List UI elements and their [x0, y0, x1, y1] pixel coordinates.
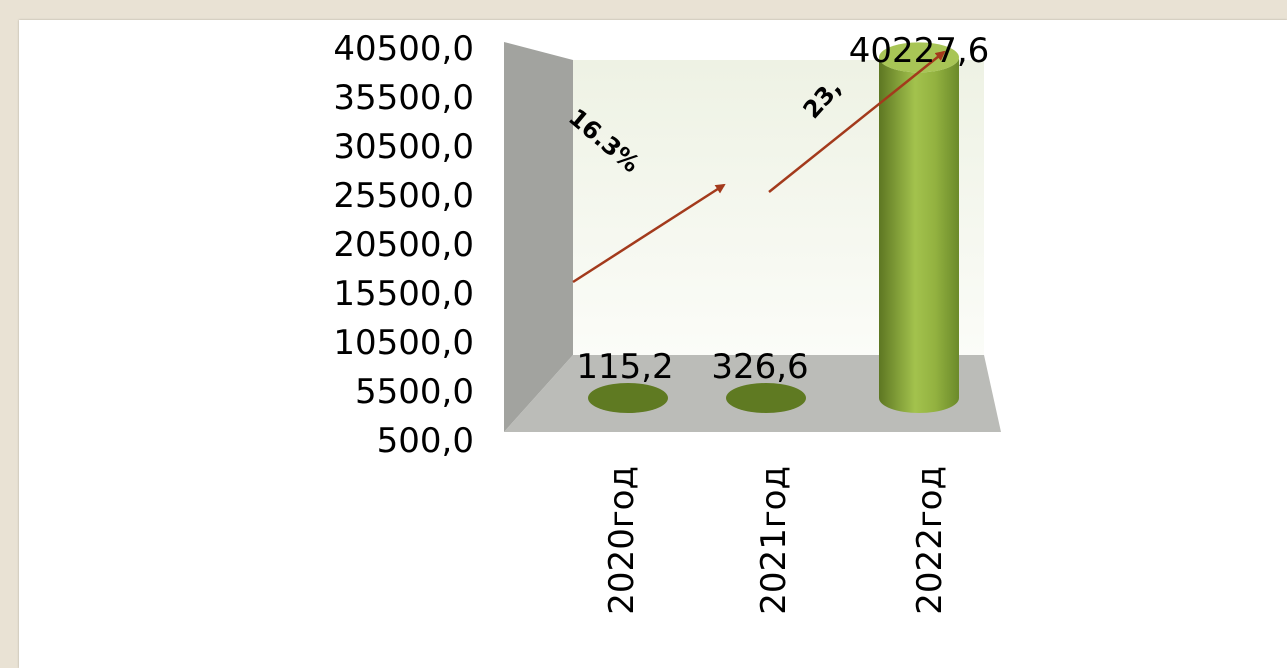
y-tick-label: 5500,0	[355, 372, 474, 412]
bar-2022год	[879, 42, 959, 414]
bar-2020год	[588, 383, 668, 413]
category-label: 2020год	[602, 466, 642, 615]
x-axis-categories: 2020год 2021год 2022год	[602, 466, 950, 615]
data-label: 326,6	[711, 347, 808, 387]
data-label: 115,2	[576, 347, 673, 387]
y-tick-label: 40500,0	[333, 29, 474, 69]
y-tick-label: 500,0	[377, 421, 474, 461]
bar-series	[588, 42, 959, 414]
y-tick-label: 30500,0	[333, 127, 474, 167]
cylinder-bar-chart: 500,0 5500,0 10500,0 15500,0 20500,0 25500,0 3…	[333, 29, 1001, 615]
bar-base	[726, 383, 806, 413]
category-label: 2021год	[754, 466, 794, 615]
bar-top	[879, 42, 959, 73]
growth-arrow	[572, 183, 726, 284]
growth-arrow	[768, 50, 946, 193]
data-labels: 115,2 326,6 40227,6	[576, 31, 989, 387]
bar-2021год	[726, 383, 806, 413]
chart-frame: 500,0 5500,0 10500,0 15500,0 20500,0 25500,0 3…	[19, 20, 1287, 668]
y-axis-ticks: 500,0 5500,0 10500,0 15500,0 20500,0 25500,0 3…	[333, 29, 474, 461]
category-label: 2022год	[910, 466, 950, 615]
y-tick-label: 10500,0	[333, 323, 474, 363]
y-tick-label: 15500,0	[333, 274, 474, 314]
bar-base	[588, 383, 668, 413]
bar-body	[879, 57, 959, 414]
data-label: 40227,6	[849, 31, 990, 71]
y-tick-label: 25500,0	[333, 176, 474, 216]
side-wall	[504, 42, 573, 432]
y-tick-label: 35500,0	[333, 78, 474, 118]
y-tick-label: 20500,0	[333, 225, 474, 265]
